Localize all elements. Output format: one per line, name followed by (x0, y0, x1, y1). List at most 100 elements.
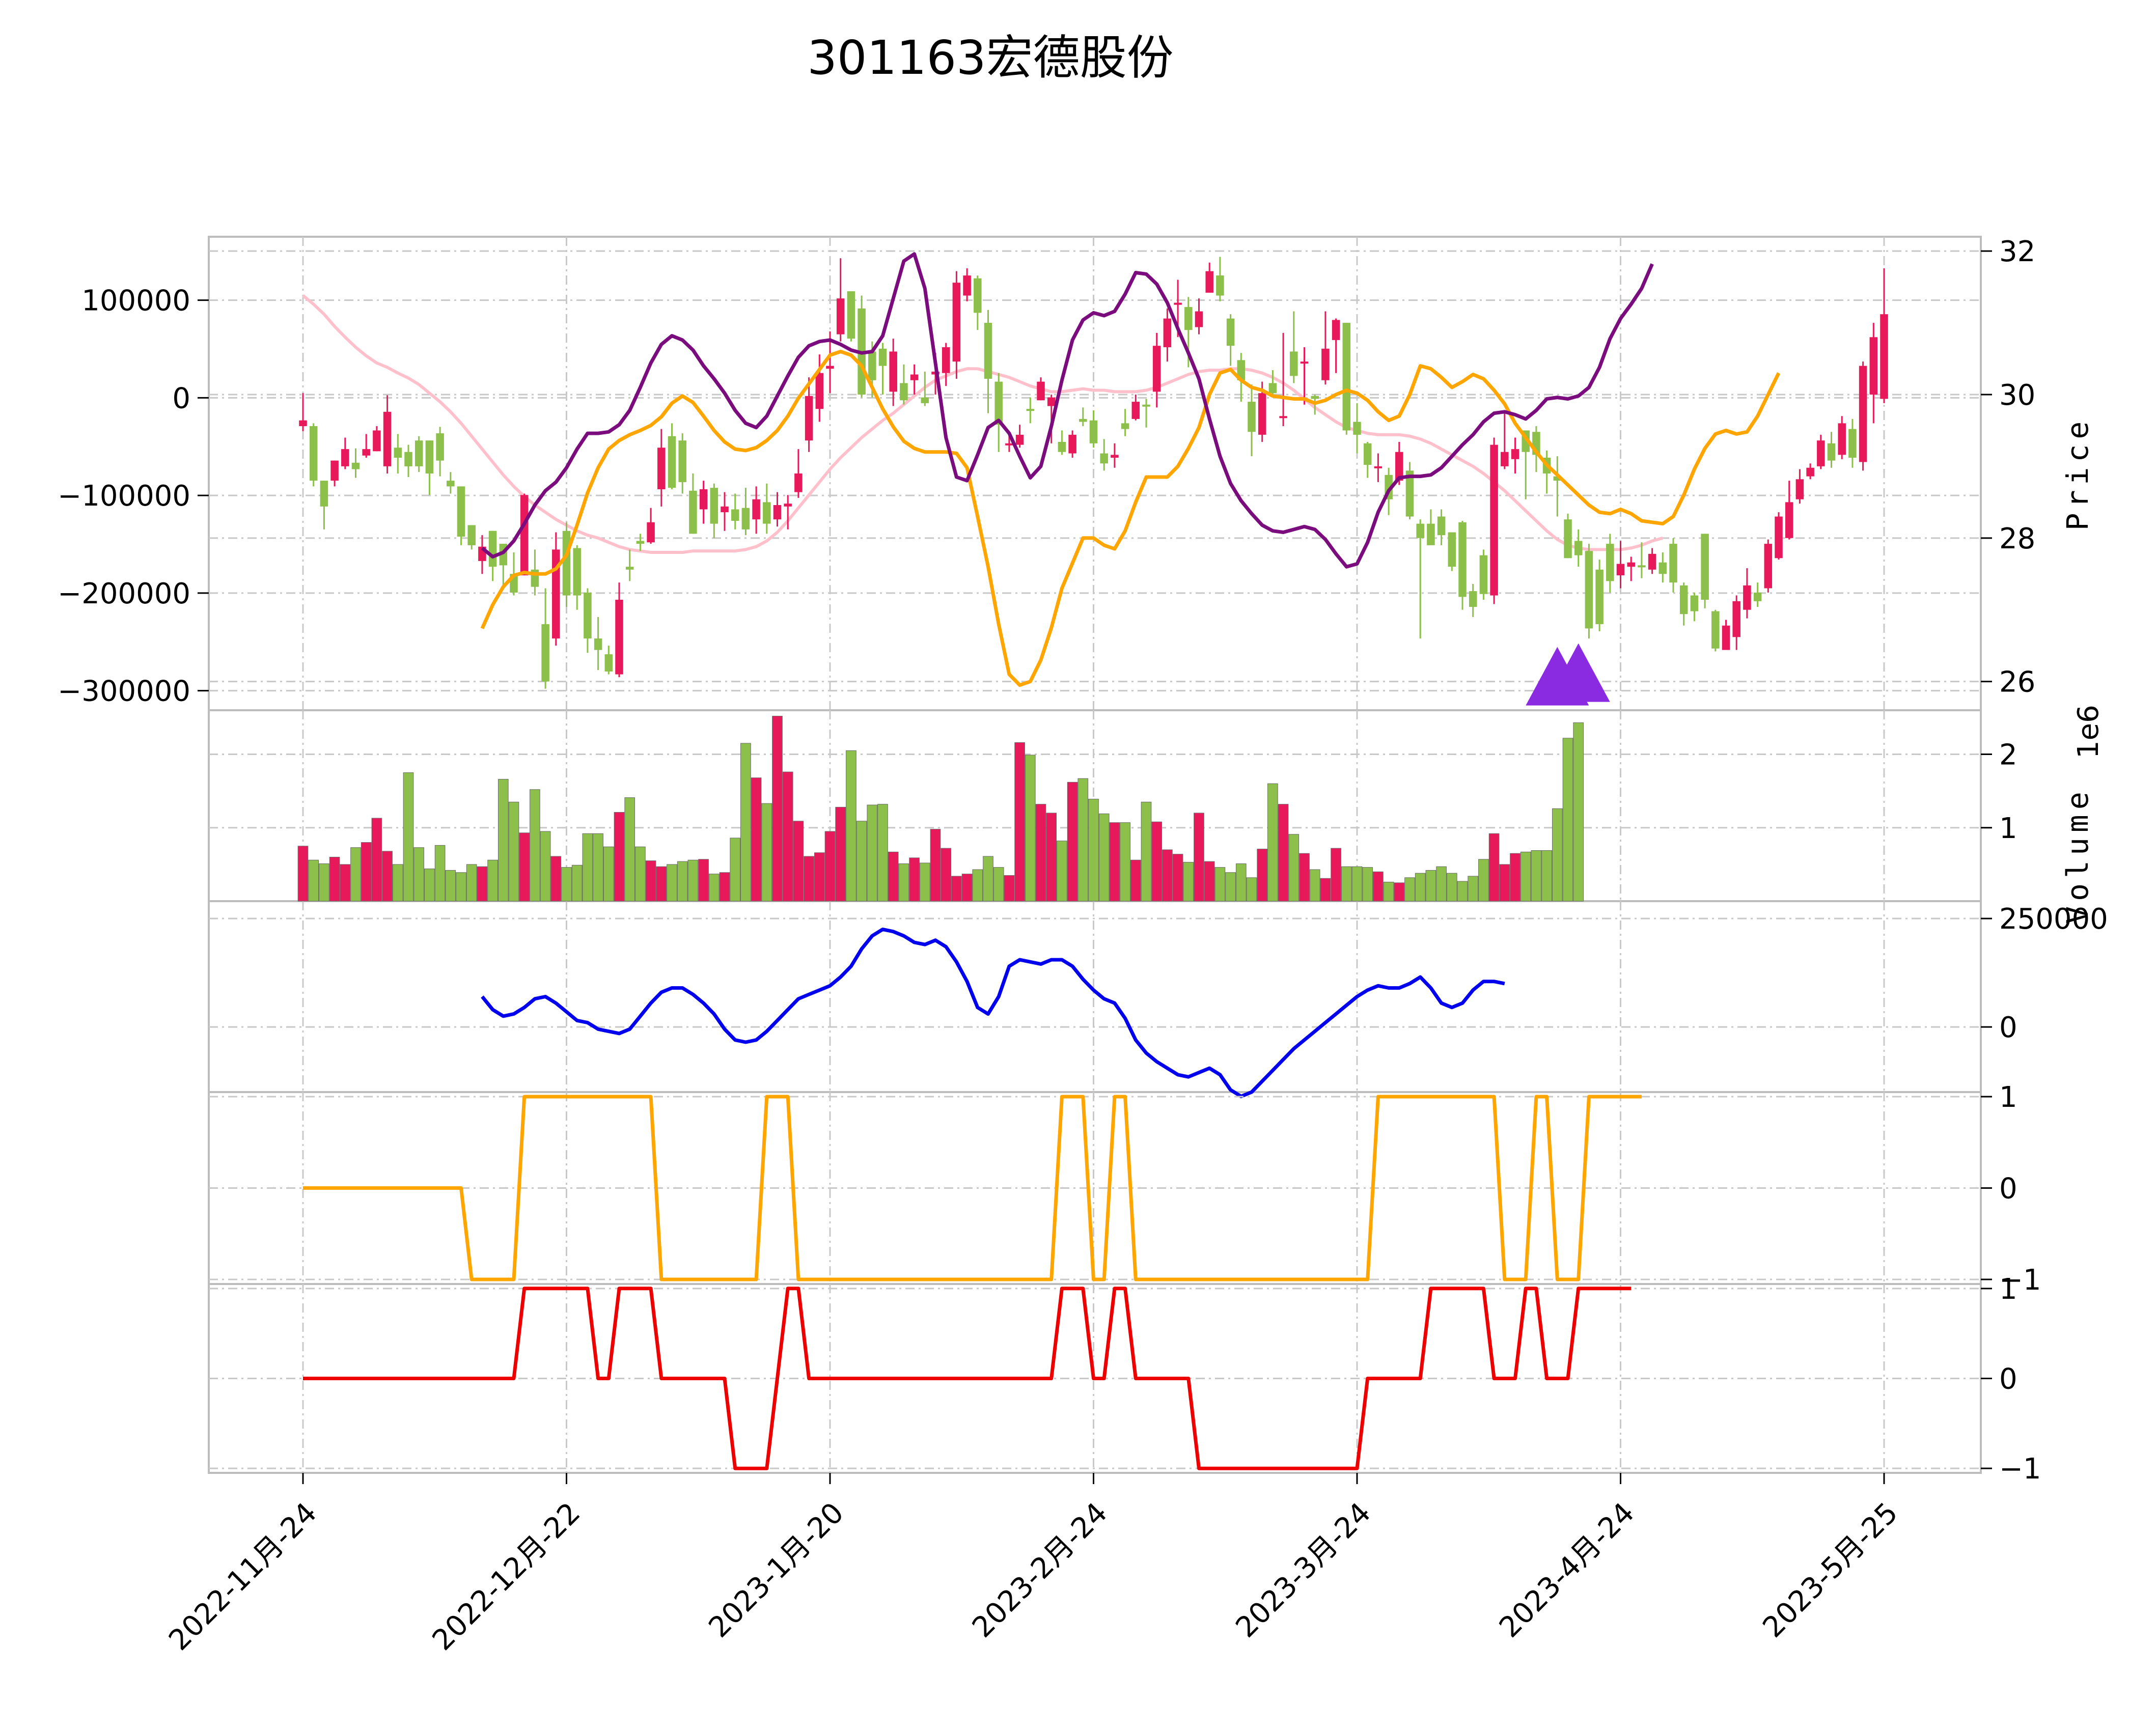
candle-body (942, 347, 950, 373)
candle-body (847, 291, 855, 339)
candle-body (889, 351, 897, 392)
volume-bar (888, 851, 899, 902)
volume-bar (487, 859, 498, 902)
signal_red-line (303, 1287, 1632, 1470)
candle-body (1458, 522, 1467, 597)
candle-body (784, 504, 792, 507)
volume-bar (677, 861, 688, 902)
volume-bar (1351, 866, 1363, 902)
candle-body (1142, 404, 1150, 407)
volume-bar (1541, 850, 1552, 902)
volume-bar (708, 874, 720, 902)
volume-bar (1120, 822, 1130, 902)
candle-body (604, 654, 613, 672)
volume-bar (835, 806, 846, 902)
candle-body (330, 460, 339, 481)
candle-body (1121, 423, 1129, 429)
volume-bar (1288, 834, 1300, 902)
candle-body (1037, 381, 1045, 401)
candle-body (1237, 360, 1246, 380)
volume-bar (1246, 877, 1257, 902)
volume-bar (361, 842, 372, 902)
candle-body (868, 351, 876, 380)
candle-body (963, 275, 971, 296)
candle-body (436, 433, 444, 461)
volume-bar (667, 864, 677, 902)
signal_red-tick-label: −1 (1999, 1453, 2041, 1486)
volume-bar (1088, 799, 1099, 902)
x-tick-label: 2022-11月-24 (162, 1496, 323, 1657)
left-tick-label: 0 (172, 382, 190, 415)
candle-body (1627, 562, 1635, 567)
volume-bar (350, 847, 361, 902)
volume-bar (1004, 875, 1015, 902)
volume-bar (1488, 833, 1500, 902)
candle-body (815, 373, 824, 409)
candle-body (562, 531, 571, 596)
volume-bar (1573, 722, 1584, 902)
volume-bar (319, 863, 329, 902)
volume-bar (730, 838, 741, 902)
x-tick-label: 2023-5月-25 (1756, 1496, 1904, 1644)
volume-bar (814, 852, 825, 902)
volume-bar (403, 772, 414, 902)
volume-bar (719, 872, 730, 902)
volume-bar (951, 876, 962, 902)
candle-body (1574, 541, 1583, 555)
volume-bar (1552, 808, 1563, 902)
candle-body (752, 499, 760, 520)
candle-body (1311, 396, 1319, 399)
volume-bar (1141, 801, 1152, 902)
candle-body (1511, 449, 1519, 459)
volume-tick-label: 1 (1999, 812, 2017, 845)
candle-body (1174, 302, 1182, 305)
volume-bar (519, 832, 530, 902)
candle-body (320, 481, 328, 507)
volume-bar (983, 856, 993, 902)
candle-body (773, 505, 782, 520)
indicator-line (481, 927, 1505, 1098)
volume-bar (1257, 849, 1268, 902)
candle-body (1469, 591, 1477, 607)
volume-bar (477, 866, 488, 902)
candle-body (636, 541, 645, 544)
candle-body (1764, 544, 1773, 589)
volume-bar (1468, 876, 1479, 902)
volume-bar (571, 864, 583, 902)
price-tick-label: 30 (1999, 379, 2035, 412)
volume-bar (593, 833, 603, 902)
volume-bar (1267, 783, 1278, 902)
volume-bar (1446, 873, 1457, 902)
volume-bar (877, 804, 888, 902)
candle-body (425, 440, 434, 473)
volume-bar (1531, 850, 1542, 902)
volume-bar (603, 846, 614, 902)
candle-body (678, 440, 686, 482)
candle-body (1448, 532, 1456, 567)
candle-body (1785, 502, 1793, 538)
candle-body (467, 525, 476, 545)
left-tick-label: 100000 (81, 285, 190, 318)
candle-body (1416, 523, 1424, 538)
candle-body (1321, 348, 1330, 380)
volume-bar (645, 860, 656, 902)
volume-bar (1331, 848, 1341, 902)
volume-bar (1162, 849, 1173, 902)
volume-bar (1520, 851, 1531, 902)
volume-bar (856, 821, 867, 902)
candle-body (952, 283, 961, 362)
candle-body (1795, 479, 1804, 499)
candle-body (1775, 516, 1783, 559)
volume-bar (1562, 738, 1573, 902)
volume-bar (1499, 864, 1510, 902)
volume-bar (782, 771, 793, 902)
candle-body (910, 374, 919, 380)
signal_orange-tick-label: 1 (1999, 1081, 2017, 1114)
candle-body (309, 426, 318, 481)
x-tick-label: 2023-4月-24 (1493, 1496, 1641, 1644)
candle-body (699, 489, 708, 510)
candle-body (1395, 452, 1403, 481)
volume-bar (751, 777, 762, 902)
volume-bar (656, 866, 667, 902)
signal_orange-line (303, 1095, 1642, 1281)
